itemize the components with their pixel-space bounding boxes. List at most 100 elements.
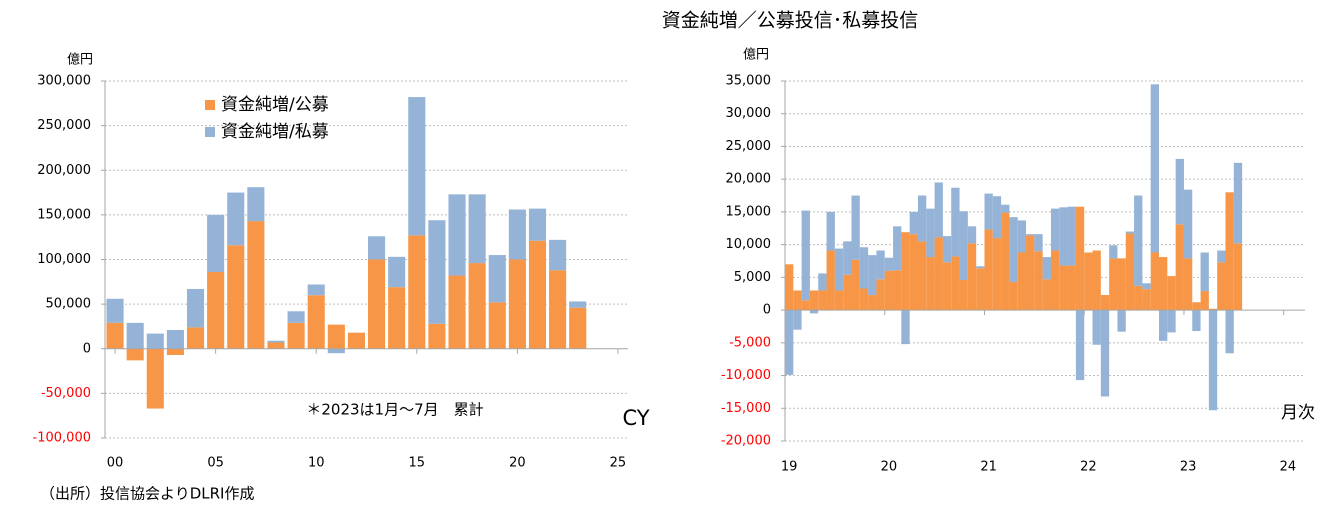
y-tick-label: 0 [763,303,771,318]
bar [1100,295,1110,311]
bar [468,194,486,264]
bar [843,241,852,275]
y-tick-label: 35,000 [726,74,772,89]
bar [1059,265,1068,311]
bar [368,236,386,260]
annotation: ＊2023は1月～7月 累計 [306,401,483,419]
bar [1150,252,1160,311]
bar [984,229,993,311]
bar [106,298,124,323]
bar [1142,289,1151,311]
y-tick-label: -50,000 [41,386,91,401]
bar [1001,212,1010,311]
bar [951,256,960,311]
bar [287,311,305,323]
bar [388,287,406,349]
bar [227,245,245,349]
y-tick-label: -20,000 [721,434,771,449]
bar [942,262,952,311]
bar [1200,252,1209,292]
bar [809,290,819,311]
legend-label: 資金純増/私募 [221,122,329,142]
bar [1026,235,1035,311]
bar [959,279,968,311]
bar [1042,279,1051,311]
x-tick-label: 24 [1280,460,1297,475]
bar [1059,207,1068,266]
y-tick-label: 250,000 [37,118,91,133]
bar [868,255,877,296]
bar [793,310,802,330]
bar [1208,310,1218,411]
x-tick-label: 22 [1080,460,1097,475]
bar [528,208,547,241]
bar [468,263,486,349]
bar [126,348,144,361]
bar [207,271,225,349]
bar [901,310,910,345]
bar [801,210,810,301]
bar [408,235,426,349]
x-tick-label: 25 [610,456,627,471]
bar [247,187,265,222]
bar [166,330,184,349]
y-tick-label: 30,000 [726,106,772,121]
bar [1017,252,1027,311]
x-tick-label: 20 [509,456,526,471]
bar [448,194,466,276]
bar [549,270,567,349]
bar [1159,257,1168,311]
bar [1134,195,1143,286]
bar [917,195,927,242]
bar [1183,189,1193,259]
y-tick-label: 5,000 [734,270,771,285]
bar [1050,208,1060,251]
y-tick-label: 25,000 [726,139,772,154]
bar [428,220,446,324]
x-tick-label: 23 [1180,460,1197,475]
y-tick-label: -5,000 [729,335,771,350]
bar [488,255,506,303]
bar [1134,285,1143,311]
annotation: 月次 [1281,403,1315,423]
bar [909,234,918,311]
bar [1009,217,1018,282]
y-tick-label: 100,000 [37,252,91,267]
x-tick-label: 05 [207,456,224,471]
bar [826,211,835,251]
bar [1092,310,1101,345]
bar [488,302,506,349]
y-tick-label: -100,000 [33,431,91,446]
bar [207,214,225,272]
bar [1026,234,1035,236]
bar [934,237,943,311]
bar [876,279,885,311]
bar [1125,231,1135,234]
bar [1175,224,1184,311]
bar [992,238,1002,311]
bar [307,284,325,296]
bar [942,236,952,263]
bar [388,256,406,288]
bar [1042,257,1051,280]
y-tick-label: 10,000 [726,237,772,252]
bar [166,348,184,355]
bar [1233,162,1243,244]
bar [307,295,325,349]
bar [327,348,345,354]
bar [1175,158,1184,225]
bar [347,332,365,349]
bar [1142,283,1151,290]
bar [428,323,446,349]
legend-label: 資金純増/公募 [221,95,329,115]
bar [1117,258,1126,311]
bar [785,264,794,311]
bar [1217,262,1226,311]
bar [146,348,164,409]
bar [1084,252,1093,311]
bar [126,322,144,349]
bar [926,257,935,311]
bar [893,226,902,271]
bar [901,232,910,311]
